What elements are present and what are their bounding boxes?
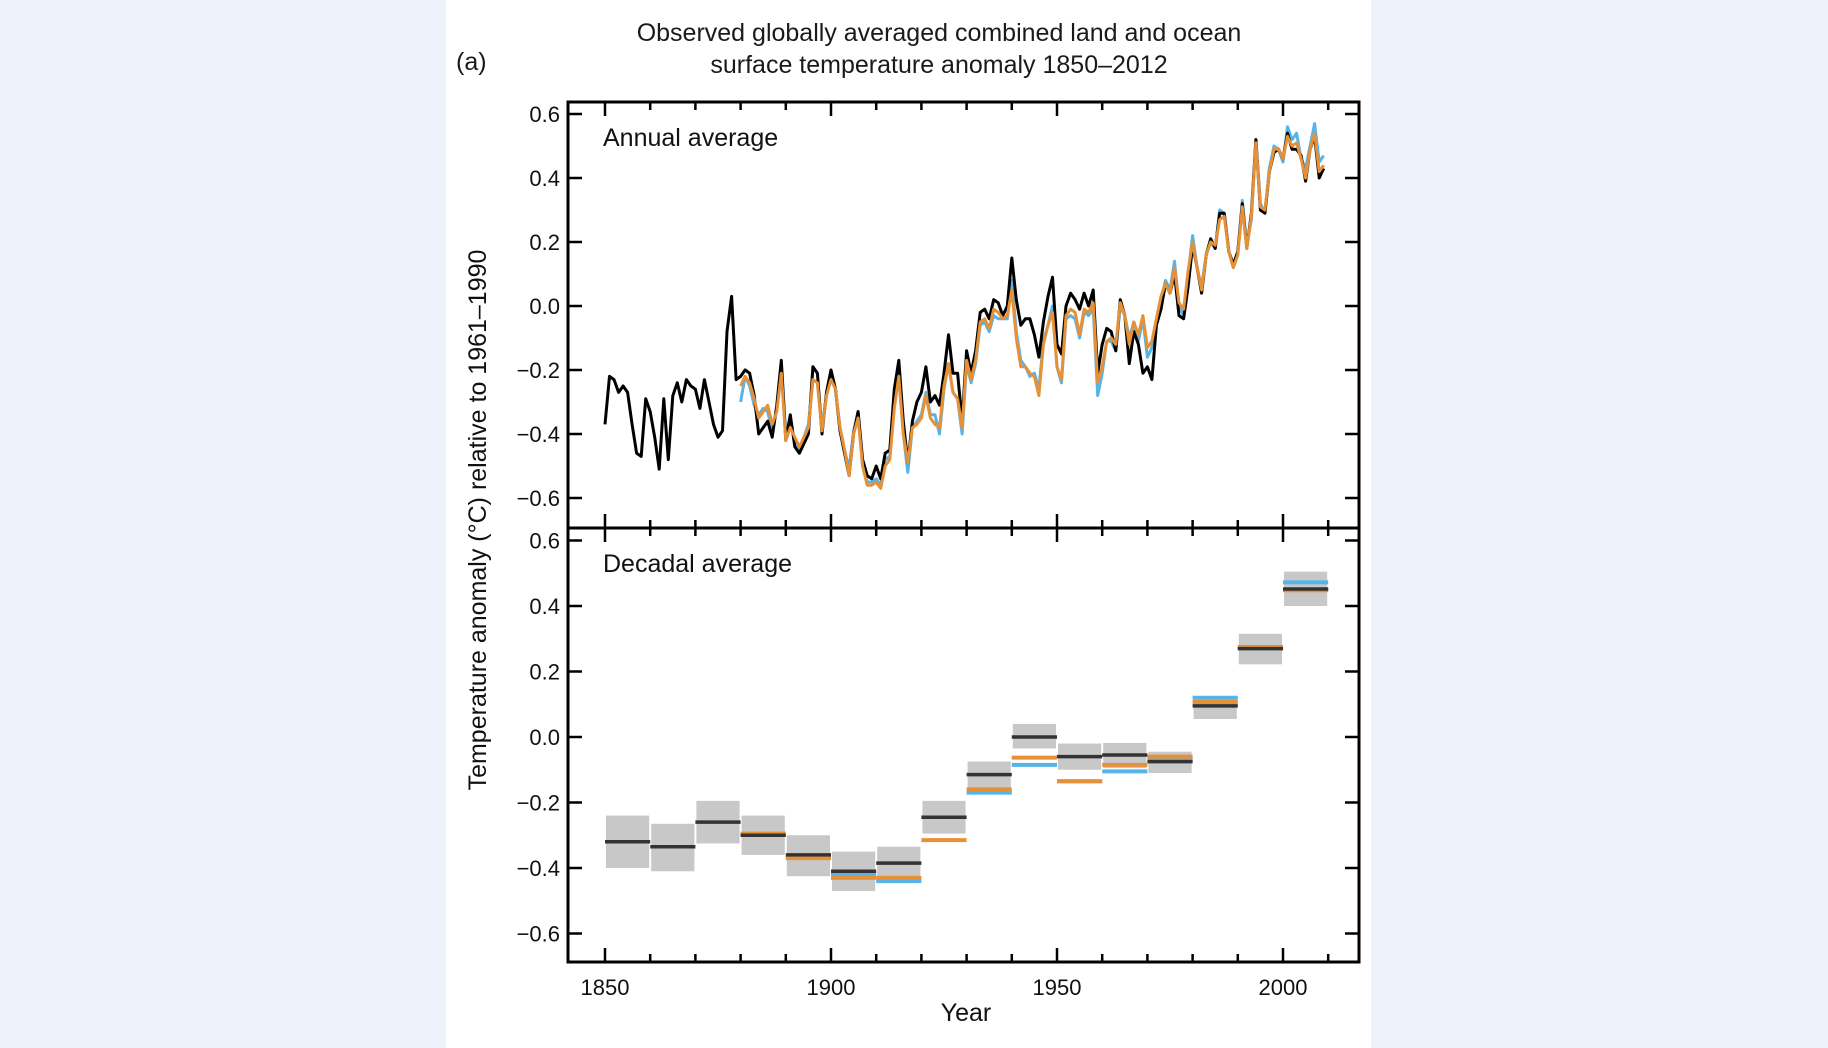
annual-ytick-label: 0.2 bbox=[529, 230, 560, 255]
decadal-axes-frame bbox=[566, 526, 1361, 964]
decadal-average-panel: Decadal average −0.6 −0.4 −0.2 0.0 0.2 0.4 0.6 bbox=[517, 529, 1359, 947]
decadal-ytick-label: −0.2 bbox=[517, 791, 560, 816]
y-axis-label: Temperature anomaly (°C) relative to 196… bbox=[464, 250, 492, 791]
figure-label: (a) bbox=[456, 48, 487, 76]
x-tick-label: 1900 bbox=[807, 975, 856, 1000]
annual-ytick-label: −0.6 bbox=[517, 486, 560, 511]
decadal-bars bbox=[605, 571, 1329, 891]
annual-line-black bbox=[603, 131, 1326, 481]
annual-series-lines bbox=[603, 122, 1326, 490]
x-tick-label: 2000 bbox=[1259, 975, 1308, 1000]
annual-average-panel: Annual average −0.6 −0.4 −0.2 0.0 0.2 0.4 0.6 bbox=[517, 102, 1359, 511]
chart-title-line2: surface temperature anomaly 1850–2012 bbox=[710, 51, 1167, 79]
decadal-ytick-label: 0.2 bbox=[529, 660, 560, 685]
annual-ytick-label: 0.6 bbox=[529, 102, 560, 127]
annual-line-orange bbox=[739, 131, 1325, 490]
decadal-ytick-label: 0.0 bbox=[529, 725, 560, 750]
annual-line-blue bbox=[739, 122, 1325, 487]
decadal-ytick-label: −0.4 bbox=[517, 856, 560, 881]
annual-y-ticks: −0.6 −0.4 −0.2 0.0 0.2 0.4 0.6 bbox=[517, 102, 1359, 511]
x-axis-label: Year bbox=[941, 999, 992, 1027]
annual-axes-frame bbox=[566, 100, 1361, 530]
annual-ytick-label: 0.4 bbox=[529, 166, 560, 191]
annual-ytick-label: 0.0 bbox=[529, 294, 560, 319]
chart-title-line1: Observed globally averaged combined land… bbox=[637, 19, 1242, 47]
annual-average-label: Annual average bbox=[603, 124, 778, 152]
annual-ytick-label: −0.2 bbox=[517, 358, 560, 383]
decadal-ytick-label: 0.6 bbox=[529, 529, 560, 554]
x-axis-ticks: 1850 1900 1950 2000 bbox=[581, 102, 1330, 1000]
decadal-y-ticks: −0.6 −0.4 −0.2 0.0 0.2 0.4 0.6 bbox=[517, 529, 1359, 947]
x-tick-label: 1850 bbox=[581, 975, 630, 1000]
decadal-average-label: Decadal average bbox=[603, 550, 792, 578]
annual-ytick-label: −0.4 bbox=[517, 422, 560, 447]
decadal-ytick-label: −0.6 bbox=[517, 922, 560, 947]
axes-frames bbox=[566, 100, 1361, 964]
x-tick-label: 1950 bbox=[1033, 975, 1082, 1000]
decadal-ytick-label: 0.4 bbox=[529, 594, 560, 619]
